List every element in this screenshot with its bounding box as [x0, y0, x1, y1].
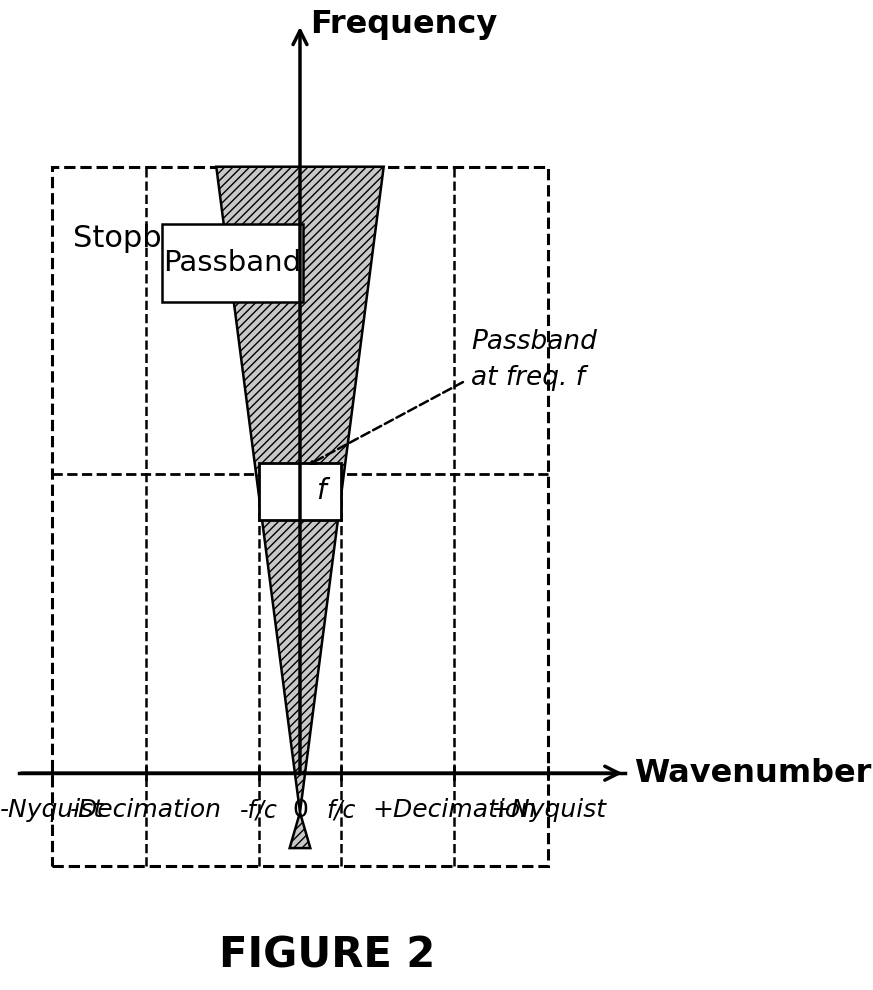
Text: +Nyquist: +Nyquist: [490, 798, 606, 822]
Bar: [162, 224, 303, 302]
Text: Passband
at freq. f: Passband at freq. f: [471, 329, 596, 390]
Bar: [52, 167, 548, 866]
Polygon shape: [290, 813, 310, 848]
Text: f/c: f/c: [327, 798, 356, 822]
Text: +Decimation: +Decimation: [372, 798, 536, 822]
Text: -f/c: -f/c: [239, 798, 278, 822]
Text: Wavenumber: Wavenumber: [634, 757, 870, 789]
Text: FIGURE 2: FIGURE 2: [219, 935, 436, 976]
Text: f: f: [316, 477, 326, 505]
Bar: [258, 463, 341, 520]
Text: -Nyquist: -Nyquist: [0, 798, 104, 822]
Text: Frequency: Frequency: [310, 9, 497, 40]
Text: Passband: Passband: [163, 249, 301, 277]
Text: -Decimation: -Decimation: [70, 798, 222, 822]
Polygon shape: [217, 167, 383, 813]
Text: 0: 0: [292, 798, 308, 822]
Text: Stopband: Stopband: [72, 224, 218, 252]
